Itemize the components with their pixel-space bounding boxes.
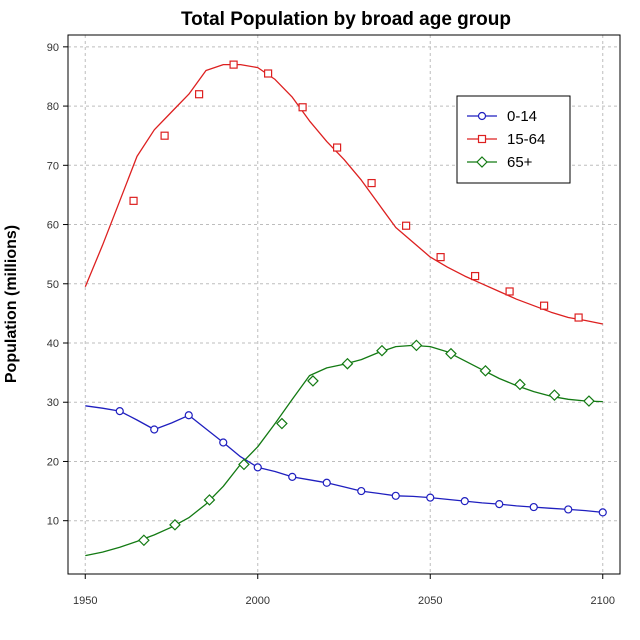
- data-point-65+: [410, 339, 423, 352]
- data-point-0-14: [564, 505, 573, 514]
- legend-marker: [476, 156, 488, 168]
- legend: 0-14 15-64 65+: [456, 95, 571, 184]
- chart-title: Total Population by broad age group: [181, 9, 511, 30]
- data-point-15-64: [574, 313, 583, 322]
- data-point-15-64: [539, 301, 549, 310]
- legend-label: 15-64: [507, 131, 545, 148]
- data-point-15-64: [160, 131, 169, 140]
- data-point-65+: [479, 364, 492, 377]
- y-tick-label: 90: [47, 42, 59, 54]
- series-15-64: [84, 60, 603, 325]
- data-point-15-64: [471, 271, 480, 281]
- data-point-15-64: [402, 221, 411, 230]
- data-point-0-14: [150, 425, 159, 434]
- data-point-15-64: [436, 253, 445, 262]
- x-tick-label: 1950: [73, 595, 97, 607]
- data-point-65+: [276, 417, 288, 430]
- data-point-65+: [376, 344, 388, 357]
- data-point-65+: [341, 357, 354, 370]
- data-point-15-64: [229, 60, 238, 69]
- x-tick-label: 2000: [246, 595, 270, 607]
- legend-marker: [477, 111, 487, 121]
- data-point-0-14: [460, 497, 469, 506]
- data-point-15-64: [367, 178, 376, 188]
- y-tick-label: 50: [47, 279, 59, 291]
- y-tick-label: 20: [47, 456, 59, 468]
- data-point-0-14: [322, 478, 331, 487]
- series-line-15-64: [84, 63, 603, 325]
- series-group: [84, 60, 607, 557]
- legend-marker: [477, 134, 487, 144]
- data-point-15-64: [195, 90, 204, 99]
- data-point-0-14: [529, 502, 538, 512]
- x-tick-label: 2050: [418, 595, 442, 607]
- legend-label: 0-14: [507, 108, 537, 125]
- y-tick-label: 30: [47, 397, 59, 409]
- data-point-0-14: [219, 438, 228, 447]
- series-65+: [85, 339, 603, 557]
- data-point-0-14: [357, 486, 366, 496]
- axis-ticks: 1950 2000 2050 2100 10 20 30 40 50 60 70 80 90: [47, 42, 615, 607]
- y-tick-label: 80: [47, 101, 59, 113]
- data-point-65+: [238, 458, 250, 471]
- data-point-65+: [138, 534, 150, 547]
- series-line-0-14: [85, 405, 603, 514]
- y-tick-label: 40: [47, 338, 59, 350]
- data-point-65+: [514, 378, 526, 391]
- series-line-65+: [85, 344, 603, 557]
- y-tick-label: 10: [47, 516, 59, 528]
- data-point-0-14: [184, 411, 193, 420]
- data-point-65+: [203, 494, 216, 506]
- data-point-15-64: [129, 196, 138, 205]
- data-point-0-14: [495, 500, 504, 509]
- grid: [68, 35, 620, 574]
- data-point-65+: [548, 389, 561, 401]
- data-point-0-14: [598, 508, 607, 517]
- data-point-65+: [445, 347, 457, 360]
- data-point-65+: [583, 395, 595, 407]
- data-point-65+: [169, 518, 181, 531]
- series-0-14: [85, 405, 607, 517]
- data-point-0-14: [426, 493, 435, 502]
- data-point-0-14: [115, 407, 124, 416]
- data-point-65+: [307, 375, 319, 387]
- y-tick-label: 60: [47, 220, 59, 232]
- data-point-15-64: [264, 69, 273, 78]
- data-point-15-64: [298, 103, 307, 112]
- data-point-15-64: [333, 143, 342, 152]
- legend-label: 65+: [507, 154, 533, 171]
- x-tick-label: 2100: [591, 595, 615, 607]
- y-axis-label: Population (millions): [3, 225, 20, 383]
- data-point-0-14: [288, 472, 297, 481]
- data-point-15-64: [505, 287, 514, 296]
- data-point-0-14: [391, 491, 400, 500]
- y-tick-label: 70: [47, 160, 59, 172]
- plot-area: [67, 34, 621, 575]
- data-point-0-14: [253, 463, 262, 472]
